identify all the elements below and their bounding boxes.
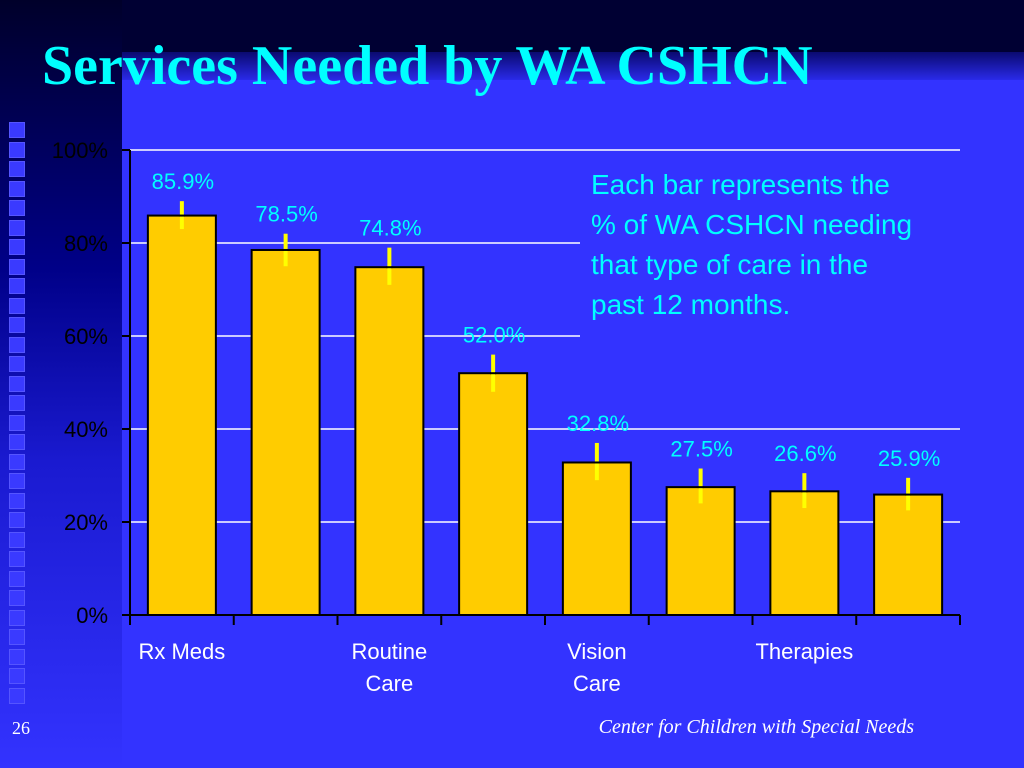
decor-square	[9, 687, 25, 704]
bar	[769, 490, 840, 616]
page-number: 26	[12, 718, 30, 738]
slide-title: Services Needed by WA CSHCN	[42, 35, 813, 97]
decor-square	[9, 180, 25, 197]
decor-square	[9, 258, 25, 275]
bar	[873, 493, 944, 616]
decor-square	[9, 278, 25, 294]
footer-text: Center for Children with Special Needs	[598, 716, 914, 738]
x-tick-label: Rx Meds	[138, 639, 225, 664]
y-tick-label: 0%	[76, 603, 108, 628]
decor-square	[9, 141, 25, 158]
decor-square	[9, 356, 25, 372]
bar	[458, 372, 529, 617]
bar	[146, 214, 217, 616]
decor-square	[9, 375, 25, 392]
top-decor-gradient	[122, 52, 1024, 80]
decor-square	[9, 492, 25, 509]
x-tick-label: Care	[573, 671, 621, 696]
x-tick-label: Therapies	[755, 639, 853, 664]
decor-square	[9, 512, 25, 528]
bar	[354, 266, 425, 616]
data-label: 85.9%	[152, 169, 214, 194]
data-label: 32.8%	[567, 411, 629, 436]
x-tick-label: Routine	[351, 639, 427, 664]
top-decor-band	[122, 0, 1024, 52]
decor-square	[9, 609, 25, 626]
decor-square	[9, 473, 25, 489]
data-label: 52.0%	[463, 323, 525, 348]
decor-square	[9, 200, 25, 216]
decor-square	[9, 239, 25, 255]
y-tick-label: 20%	[64, 510, 108, 535]
decor-square	[9, 531, 25, 548]
data-label: 25.9%	[878, 446, 940, 471]
data-label: 78.5%	[255, 202, 317, 227]
chart-annotation: Each bar represents the % of WA CSHCN ne…	[591, 169, 913, 320]
y-tick-label: 100%	[52, 138, 108, 163]
bar	[250, 248, 321, 616]
decor-square	[9, 570, 25, 587]
decor-square	[9, 297, 25, 314]
data-label: 26.6%	[774, 441, 836, 466]
x-tick-label: Vision	[567, 639, 627, 664]
bar	[665, 486, 736, 616]
decor-square	[9, 629, 25, 645]
data-label: 27.5%	[670, 437, 732, 462]
data-label: 74.8%	[359, 216, 421, 241]
decor-square	[9, 336, 25, 353]
decor-square	[9, 122, 25, 138]
bar	[561, 461, 632, 617]
decor-square	[9, 590, 25, 606]
decor-square	[9, 414, 25, 431]
decor-square	[9, 219, 25, 236]
decor-square	[9, 668, 25, 684]
decor-square	[9, 395, 25, 411]
decor-square	[9, 317, 25, 333]
y-tick-label: 60%	[64, 324, 108, 349]
decor-square	[9, 551, 25, 567]
decor-square	[9, 648, 25, 665]
y-tick-label: 40%	[64, 417, 108, 442]
x-tick-label: Care	[366, 671, 414, 696]
decor-square	[9, 434, 25, 450]
decor-square	[9, 161, 25, 177]
decor-square	[9, 453, 25, 470]
y-tick-label: 80%	[64, 231, 108, 256]
